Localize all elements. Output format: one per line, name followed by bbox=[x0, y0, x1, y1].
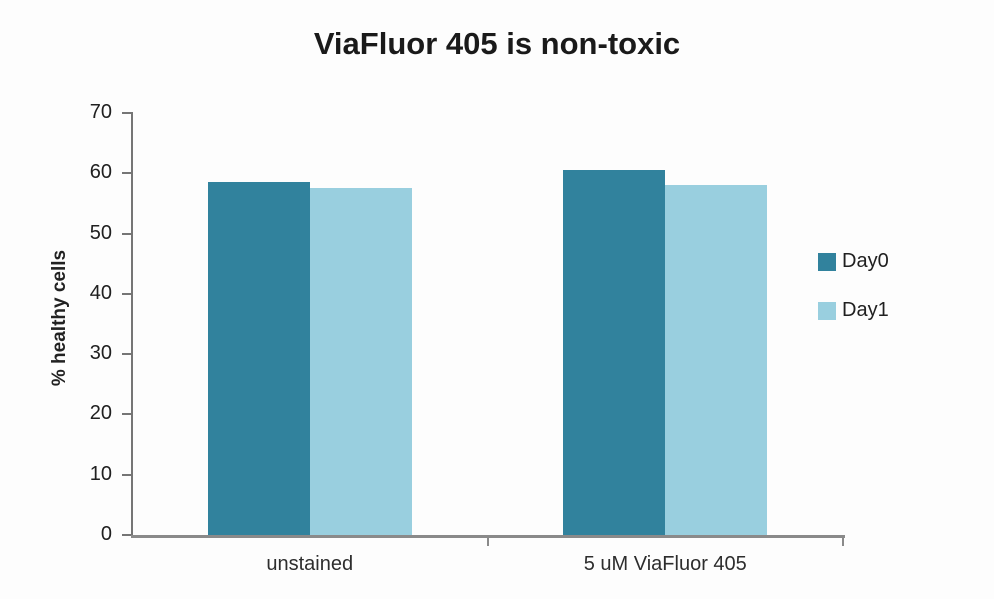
legend: Day0 Day1 bbox=[818, 250, 889, 322]
bar-day1-cat1 bbox=[665, 185, 768, 535]
y-axis-line bbox=[131, 112, 133, 537]
legend-label: Day1 bbox=[842, 299, 889, 321]
y-axis-title: % healthy cells bbox=[49, 249, 70, 387]
legend-swatch bbox=[818, 301, 836, 320]
y-tick-mark bbox=[122, 413, 131, 416]
bar-day0-cat1 bbox=[563, 170, 666, 535]
x-tick-mark bbox=[842, 538, 844, 546]
y-tick-mark bbox=[122, 112, 131, 114]
y-tick-mark bbox=[122, 232, 131, 235]
legend-item-day1: Day1 bbox=[818, 299, 889, 322]
x-category-label: 5 uM ViaFluor 405 bbox=[583, 553, 747, 575]
y-tick-label: 70 bbox=[89, 101, 112, 123]
chart-title: ViaFluor 405 is non-toxic bbox=[313, 26, 681, 61]
x-tick-mark bbox=[486, 538, 489, 546]
legend-swatch bbox=[818, 252, 836, 271]
y-tick-mark bbox=[122, 292, 131, 295]
legend-item-day0: Day0 bbox=[818, 250, 889, 273]
y-tick-label: 0 bbox=[100, 523, 112, 545]
y-tick-mark bbox=[122, 534, 131, 536]
y-tick-mark bbox=[122, 353, 131, 356]
x-axis-line bbox=[131, 535, 845, 538]
bar-day1-cat0 bbox=[309, 188, 412, 535]
x-category-label: unstained bbox=[266, 553, 354, 575]
y-tick-mark bbox=[122, 172, 131, 175]
y-tick-mark bbox=[122, 473, 131, 476]
bar-day0-cat0 bbox=[207, 182, 310, 535]
legend-label: Day0 bbox=[842, 250, 889, 272]
